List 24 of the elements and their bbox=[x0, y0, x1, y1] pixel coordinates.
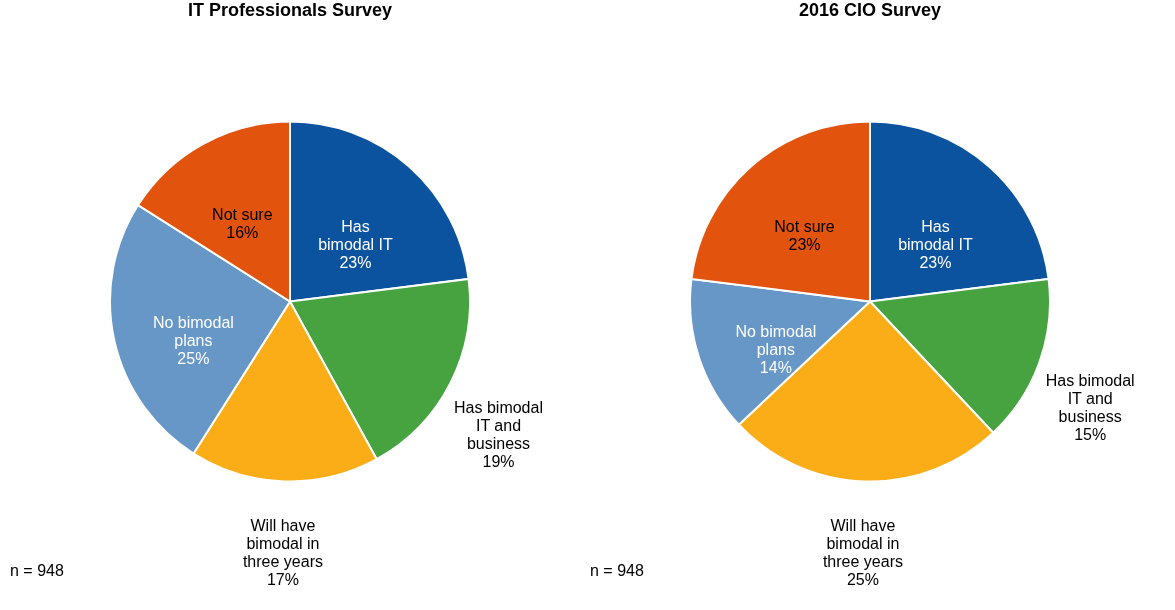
slice-label: Has bimodal IT bbox=[318, 218, 394, 254]
text: n = 948 bbox=[590, 562, 644, 579]
slice-label: Has bimodal IT and business bbox=[454, 398, 543, 452]
slice-label: Has bimodal IT bbox=[898, 218, 974, 254]
data-label: 17% bbox=[266, 571, 299, 589]
data-label: 25% bbox=[177, 350, 210, 368]
chart-title: IT Professionals Survey bbox=[187, 0, 393, 20]
slice-label: No bimodal plans bbox=[735, 323, 817, 359]
data-label: 23% bbox=[339, 254, 372, 272]
slice-label: Has bimodal IT and business bbox=[1045, 371, 1135, 425]
slice-label: Not sure bbox=[774, 218, 835, 236]
data-label: 15% bbox=[1074, 425, 1107, 443]
data-label: 16% bbox=[226, 223, 259, 241]
chart-title: 2016 CIO Survey bbox=[798, 0, 942, 20]
slice-label: Will have bimodal in three years bbox=[822, 517, 903, 571]
data-label: 23% bbox=[788, 236, 821, 254]
slice-label: No bimodal plans bbox=[152, 314, 234, 350]
data-label: 23% bbox=[919, 254, 952, 272]
data-label: 14% bbox=[759, 359, 792, 377]
slice-label: Will have bimodal in three years bbox=[242, 517, 323, 571]
slice-label: Not sure bbox=[212, 205, 273, 223]
data-label: 19% bbox=[482, 452, 515, 470]
text: n = 948 bbox=[10, 562, 64, 579]
data-label: 25% bbox=[846, 571, 879, 589]
